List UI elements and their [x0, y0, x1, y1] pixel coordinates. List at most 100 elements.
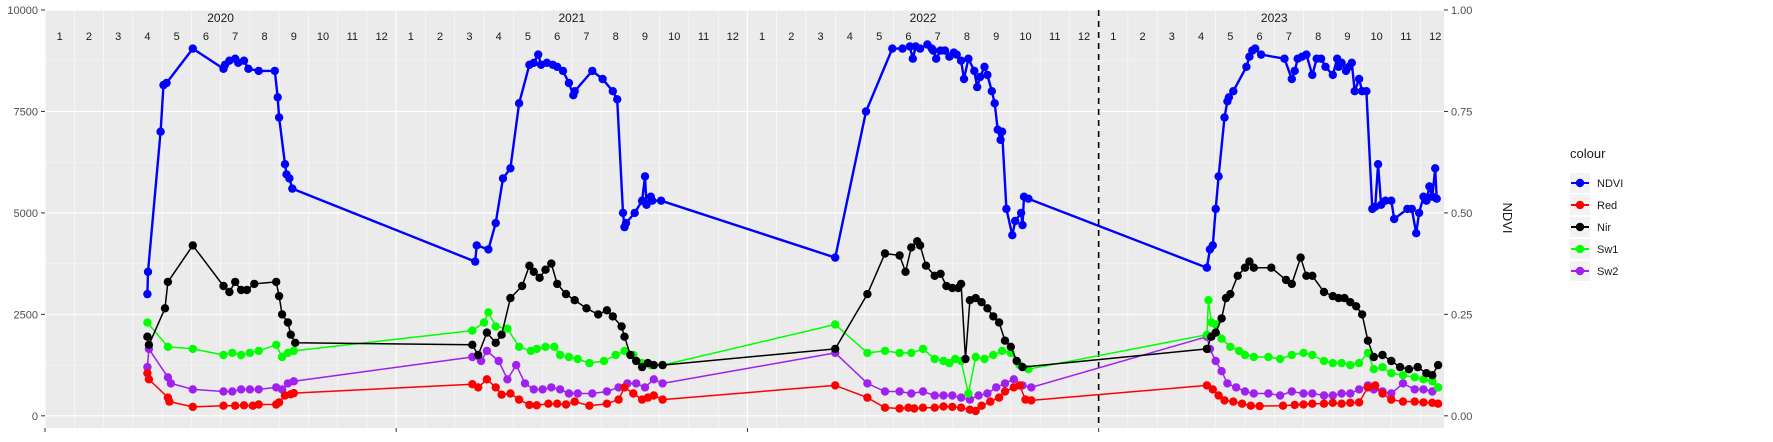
data-point-nir: [1334, 293, 1343, 303]
data-point-sw1: [254, 346, 263, 356]
data-point-ndvi: [915, 44, 925, 53]
data-point-sw2: [992, 383, 1001, 392]
data-point-ndvi: [514, 99, 524, 108]
data-point-sw2: [289, 377, 298, 386]
data-point-nir: [143, 332, 152, 341]
legend: colour NDVI Red Nir Sw1 Sw2: [1570, 146, 1623, 281]
series-group: [143, 40, 1443, 416]
month-label: 7: [1286, 31, 1292, 43]
data-point-sw2: [1217, 367, 1226, 376]
data-point-sw1: [1428, 377, 1437, 386]
data-point-sw2: [895, 387, 904, 396]
data-point-ndvi: [498, 174, 508, 183]
data-point-nir: [626, 350, 635, 360]
data-point-nir: [1308, 271, 1317, 280]
month-label: 1: [57, 31, 63, 43]
data-point-red: [1229, 397, 1238, 406]
legend-item-red: Red: [1570, 195, 1617, 215]
data-point-sw2: [1223, 379, 1232, 388]
legend-item-sw1: Sw1: [1570, 239, 1618, 259]
month-label: 8: [1315, 31, 1321, 43]
month-label: 9: [291, 31, 297, 43]
data-point-nir: [989, 312, 998, 321]
data-point-sw1: [997, 346, 1007, 356]
data-point-ndvi: [254, 66, 263, 76]
data-point-sw1: [1410, 373, 1419, 382]
data-point-nir: [831, 344, 840, 354]
series-nir: [143, 237, 1443, 380]
data-point-ndvi: [975, 72, 985, 82]
data-point-sw1: [1287, 350, 1297, 360]
data-point-red: [1255, 401, 1264, 411]
data-point-sw1: [945, 358, 954, 368]
data-point-ndvi: [973, 82, 982, 92]
data-point-ndvi: [1214, 172, 1223, 181]
data-point-nir: [1211, 328, 1220, 337]
data-point-ndvi: [273, 93, 282, 102]
series-sw1: [143, 296, 1443, 398]
data-point-sw1: [550, 342, 559, 351]
data-point-sw2: [512, 360, 521, 370]
data-point-red: [1378, 389, 1387, 398]
data-point-nir: [608, 312, 617, 321]
month-label: 1: [1110, 31, 1116, 43]
data-point-sw1: [163, 342, 173, 351]
month-label: 3: [1169, 31, 1175, 43]
data-point-sw2: [1287, 387, 1297, 396]
data-point-nir: [880, 249, 890, 258]
series-ndvi: [143, 40, 1441, 299]
data-point-nir: [948, 283, 957, 293]
data-point-sw2: [547, 383, 556, 392]
data-point-nir: [1217, 314, 1226, 323]
data-point-nir: [482, 328, 492, 337]
month-label: 6: [554, 31, 560, 43]
data-point-nir: [250, 279, 259, 289]
data-point-sw2: [880, 387, 890, 396]
data-point-red: [1208, 385, 1218, 394]
month-label: 9: [642, 31, 648, 43]
data-point-sw2: [939, 391, 948, 400]
data-point-sw1: [964, 389, 973, 398]
month-label: 1: [408, 31, 414, 43]
data-point-ndvi: [1208, 241, 1218, 250]
data-point-sw1: [1369, 365, 1379, 374]
data-point-nir: [907, 243, 916, 252]
data-point-ndvi: [642, 200, 651, 209]
month-label: 6: [905, 31, 911, 43]
data-point-nir: [582, 304, 591, 313]
data-point-red: [1299, 400, 1308, 409]
data-point-sw2: [602, 387, 612, 396]
data-point-sw1: [219, 350, 228, 360]
data-point-sw1: [228, 348, 237, 358]
data-point-red: [1278, 401, 1288, 410]
data-point-ndvi: [1280, 54, 1289, 63]
data-point-ndvi: [983, 70, 992, 80]
legend-item-nir: Nir: [1570, 217, 1611, 237]
data-point-ndvi: [1414, 208, 1424, 218]
data-point-nir: [863, 289, 872, 299]
data-point-ndvi: [244, 64, 253, 74]
data-point-red: [649, 391, 658, 400]
data-point-nir: [144, 340, 154, 349]
data-point-red: [1328, 398, 1338, 407]
month-label: 2: [788, 31, 794, 43]
data-point-ndvi: [280, 160, 290, 169]
month-label: 2: [86, 31, 92, 43]
data-point-nir: [1428, 371, 1437, 380]
data-point-red: [165, 397, 174, 406]
data-point-ndvi: [143, 267, 153, 276]
data-point-sw2: [614, 383, 623, 392]
data-point-nir: [1006, 342, 1015, 351]
data-point-sw1: [1234, 346, 1244, 356]
data-point-red: [1308, 399, 1317, 408]
data-point-ndvi: [188, 44, 197, 53]
data-point-ndvi: [1390, 214, 1399, 224]
data-point-ndvi: [162, 78, 171, 88]
year-label: 2021: [558, 11, 585, 25]
data-point-ndvi: [980, 62, 989, 71]
data-point-ndvi: [156, 127, 165, 136]
data-point-red: [1027, 396, 1036, 405]
data-point-nir: [1369, 352, 1379, 362]
data-point-nir: [594, 310, 603, 319]
data-point-red: [491, 383, 500, 392]
